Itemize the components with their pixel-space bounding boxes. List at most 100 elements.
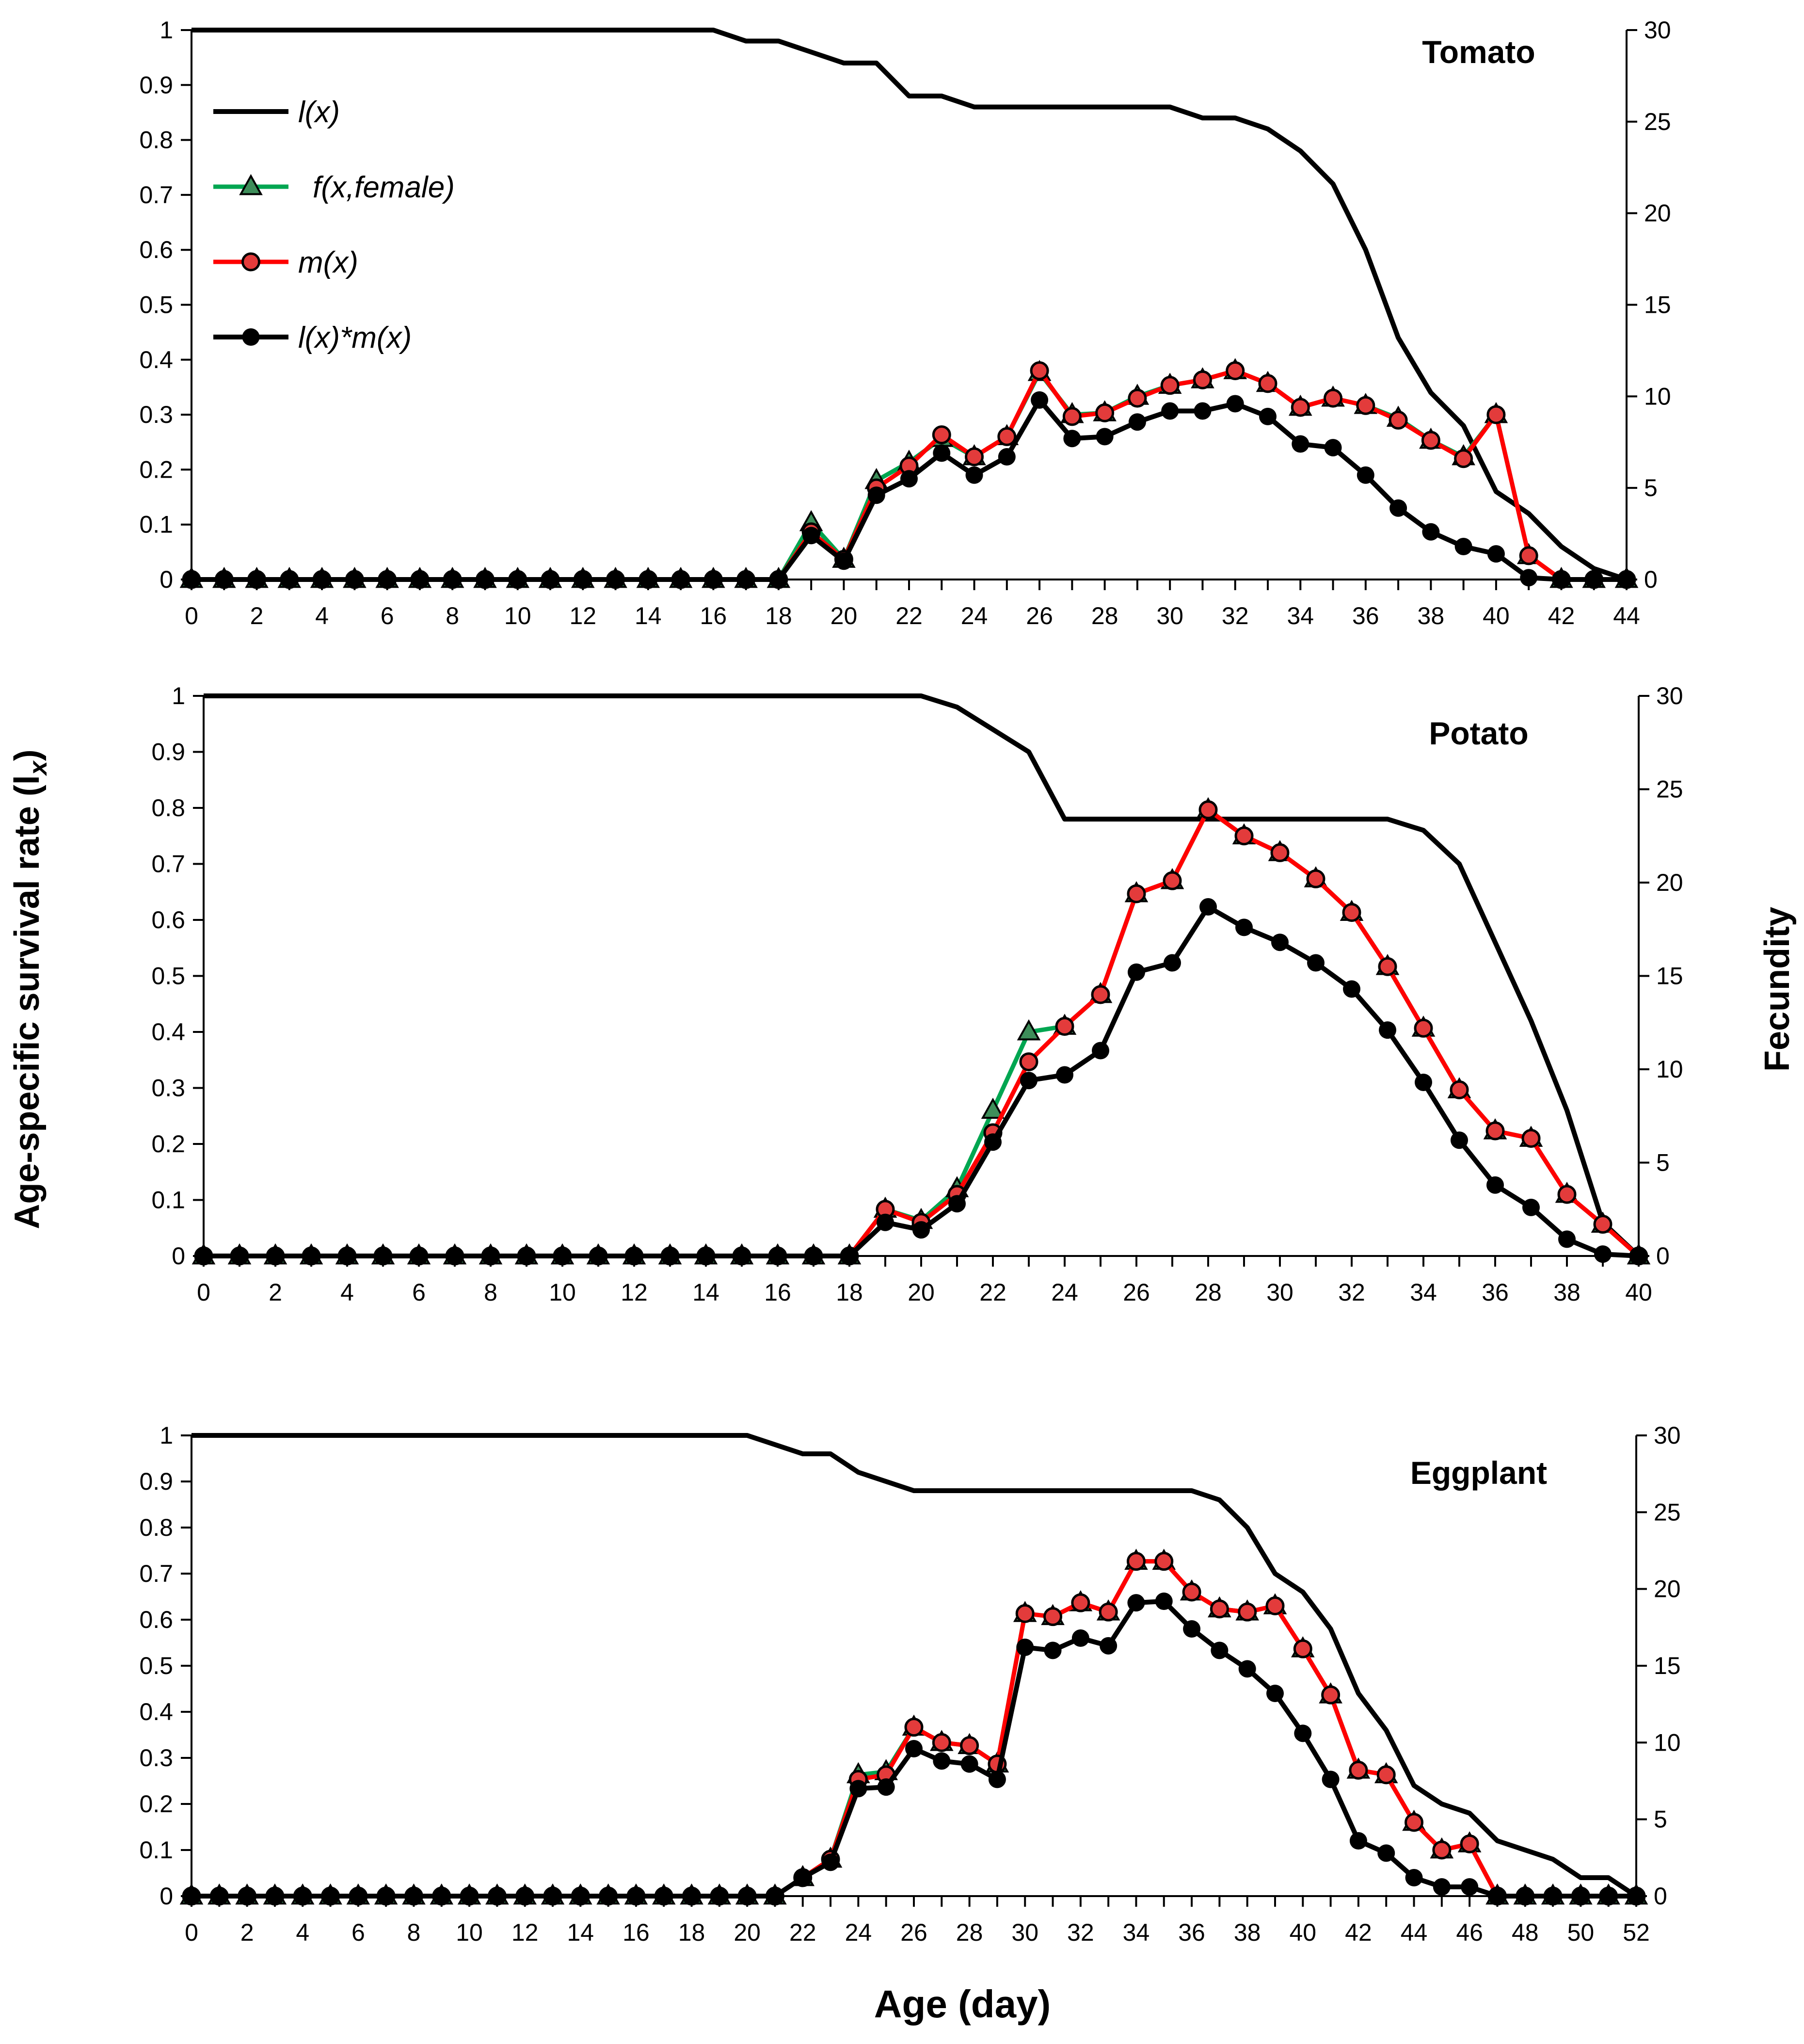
data-point-lxmx [378, 571, 396, 588]
y-left-tick-label: 0.9 [151, 739, 185, 766]
y-left-tick-label: 1 [160, 16, 173, 44]
data-point-lxmx [518, 1247, 535, 1265]
data-point-lxmx [590, 1247, 607, 1265]
y-left-tick-label: 0.7 [139, 1560, 173, 1587]
data-point-lxmx [1628, 1887, 1645, 1905]
data-point-lxmx [1377, 1844, 1395, 1862]
y-left-tick-label: 0.8 [151, 794, 185, 821]
data-point-lxmx [655, 1887, 673, 1905]
data-point-lxmx [1451, 1131, 1468, 1149]
data-point-lxmx [1422, 523, 1440, 541]
series-mx [182, 1552, 1646, 1906]
legend-marker-fx [239, 174, 263, 195]
data-point-mx [1238, 1602, 1257, 1622]
x-tick-label: 34 [1410, 1279, 1437, 1306]
data-point-mx [1030, 361, 1049, 380]
data-point-lxmx [835, 552, 853, 570]
legend-label-lx: l(x) [298, 96, 340, 129]
data-point-lxmx [984, 1133, 1002, 1151]
panel-title: Tomato [1422, 34, 1535, 70]
x-tick-label: 20 [908, 1279, 935, 1306]
x-tick-label: 8 [407, 1919, 421, 1946]
data-point-mx [1099, 1602, 1118, 1622]
x-tick-label: 22 [789, 1919, 816, 1946]
x-tick-label: 6 [412, 1279, 426, 1306]
data-point-lxmx [215, 571, 233, 588]
data-point-mx [1163, 871, 1182, 890]
data-point-lxmx [877, 1778, 895, 1796]
x-tick-label: 34 [1123, 1919, 1150, 1946]
x-tick-label: 8 [484, 1279, 497, 1306]
data-point-lxmx [607, 571, 624, 588]
data-point-lxmx [877, 1213, 894, 1231]
data-point-lxmx [1558, 1230, 1576, 1248]
legend-label-lxmx: l(x)*m(x) [298, 321, 412, 354]
data-point-mx [1405, 1813, 1424, 1832]
y-right-tick-label: 20 [1654, 1576, 1681, 1603]
data-point-mx [904, 1718, 924, 1737]
y-left-tick-label: 1 [160, 1422, 173, 1449]
data-point-lxmx [1322, 1770, 1340, 1788]
data-point-lxmx [822, 1853, 840, 1871]
data-point-lxmx [1307, 954, 1325, 972]
x-axis-title: Age (day) [874, 1982, 1051, 2026]
data-point-lxmx [313, 571, 331, 588]
x-tick-label: 42 [1345, 1919, 1372, 1946]
data-point-lxmx [303, 1247, 320, 1265]
x-tick-label: 50 [1567, 1919, 1595, 1946]
series-line-lx [204, 693, 1641, 1258]
data-point-lxmx [1044, 1642, 1062, 1659]
x-tick-label: 16 [623, 1919, 650, 1946]
x-tick-label: 36 [1482, 1279, 1509, 1306]
data-point-mx [1324, 388, 1343, 408]
x-tick-label: 40 [1289, 1919, 1316, 1946]
y-right-tick-label: 30 [1644, 16, 1671, 44]
x-tick-label: 0 [197, 1279, 210, 1306]
data-point-mx [1126, 1552, 1146, 1571]
y-left-tick-label: 0.7 [139, 181, 173, 209]
x-tick-label: 20 [734, 1919, 761, 1946]
x-tick-label: 32 [1222, 602, 1249, 629]
data-point-mx [1389, 410, 1408, 430]
data-point-mx [1356, 396, 1375, 415]
data-point-lxmx [769, 1247, 786, 1265]
x-tick-label: 44 [1613, 602, 1640, 629]
data-point-lxmx [210, 1887, 228, 1905]
data-point-lxmx [1488, 1887, 1506, 1905]
x-tick-label: 38 [1234, 1919, 1261, 1946]
data-point-mx [1193, 370, 1212, 389]
data-point-mx [1043, 1607, 1063, 1626]
data-point-lxmx [574, 571, 592, 588]
data-point-lxmx [1199, 898, 1217, 916]
data-point-lxmx [1389, 499, 1407, 517]
y-left-tick-label: 0.3 [139, 401, 173, 428]
data-point-lxmx [1238, 1660, 1256, 1678]
x-tick-label: 26 [900, 1919, 927, 1946]
panel-eggplant: 00.10.20.30.40.50.60.70.80.9105101520253… [139, 1422, 1680, 1946]
y-right-tick-label: 20 [1644, 200, 1671, 227]
data-point-lxmx [766, 1887, 784, 1905]
data-point-lxmx [1226, 395, 1244, 413]
data-point-lxmx [737, 571, 755, 588]
data-point-lxmx [900, 470, 918, 488]
data-point-lxmx [1128, 963, 1145, 981]
data-point-lxmx [912, 1221, 930, 1239]
x-tick-label: 10 [549, 1279, 576, 1306]
y-right-tick-label: 0 [1644, 566, 1658, 593]
data-point-lxmx [1128, 413, 1146, 431]
data-point-lxmx [988, 1770, 1006, 1788]
data-point-lxmx [346, 571, 364, 588]
y-axis-left-title: Age-specific survival rate (lx) [8, 749, 52, 1229]
data-point-lxmx [841, 1247, 858, 1265]
panel-potato: 00.10.20.30.40.50.60.70.80.9105101520253… [151, 682, 1683, 1306]
data-point-mx [1234, 826, 1254, 846]
x-tick-label: 30 [1156, 602, 1183, 629]
x-tick-label: 12 [569, 602, 596, 629]
y-right-tick-label: 25 [1644, 108, 1671, 135]
x-tick-label: 24 [1051, 1279, 1078, 1306]
data-point-lxmx [867, 486, 885, 504]
legend-marker-lxmx [242, 328, 260, 346]
data-point-lxmx [1349, 1832, 1367, 1850]
y-left-tick-label: 0.6 [139, 1606, 173, 1633]
data-point-lxmx [802, 527, 820, 545]
